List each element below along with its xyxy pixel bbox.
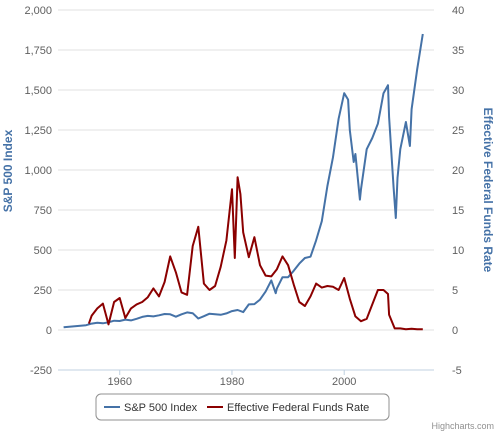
gridlines — [58, 9, 434, 371]
y-left-tick-label: 750 — [34, 205, 52, 217]
plot-area — [63, 33, 424, 331]
legend-label-sp500: S&P 500 Index — [124, 402, 198, 414]
y-left-tick-label: 1,750 — [24, 45, 52, 57]
y-axis-right: 40 35 30 25 20 15 10 5 0 -5 — [452, 5, 464, 377]
y-right-tick-label: 10 — [452, 245, 464, 257]
y-right-tick-label: 35 — [452, 45, 464, 57]
y-right-tick-label: 5 — [452, 285, 458, 297]
legend-label-fed-funds: Effective Federal Funds Rate — [227, 402, 369, 414]
y-left-tick-label: 1,250 — [24, 125, 52, 137]
y-right-tick-label: 25 — [452, 125, 464, 137]
y-left-tick-label: 250 — [34, 285, 52, 297]
x-tick-label: 1960 — [107, 376, 131, 388]
x-tick-label: 2000 — [332, 376, 356, 388]
legend-item-sp500[interactable]: S&P 500 Index — [104, 402, 198, 414]
legend-item-fed-funds[interactable]: Effective Federal Funds Rate — [207, 402, 369, 414]
series-line-sp500[interactable] — [63, 33, 424, 329]
y-axis-left: 2,000 1,750 1,500 1,250 1,000 750 500 250 0 -250 — [24, 5, 52, 377]
y-left-tick-label: -250 — [30, 365, 52, 377]
y-right-tick-label: 20 — [452, 165, 464, 177]
y-left-tick-label: 0 — [46, 325, 52, 337]
y-right-tick-label: 15 — [452, 205, 464, 217]
y-axis-left-title: S&P 500 Index — [1, 129, 15, 212]
y-axis-right-title: Effective Federal Funds Rate — [481, 108, 495, 273]
y-left-tick-label: 1,000 — [24, 165, 52, 177]
series-line-fed-funds[interactable] — [87, 176, 423, 331]
y-left-tick-label: 2,000 — [24, 5, 52, 17]
y-right-tick-label: 30 — [452, 85, 464, 97]
y-left-tick-label: 500 — [34, 245, 52, 257]
y-left-tick-label: 1,500 — [24, 85, 52, 97]
y-right-tick-label: -5 — [452, 365, 462, 377]
y-right-tick-label: 0 — [452, 325, 458, 337]
x-tick-label: 1980 — [220, 376, 244, 388]
credits-link[interactable]: Highcharts.com — [431, 421, 494, 431]
y-right-tick-label: 40 — [452, 5, 464, 17]
legend: S&P 500 Index Effective Federal Funds Ra… — [95, 393, 390, 421]
legend-box — [95, 393, 390, 421]
x-axis: 1960 1980 2000 — [58, 369, 434, 388]
